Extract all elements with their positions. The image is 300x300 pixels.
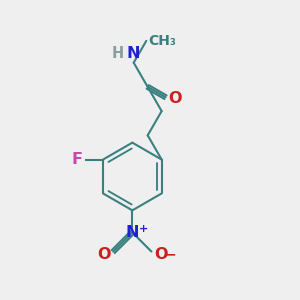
Text: −: − bbox=[165, 248, 176, 262]
Text: H: H bbox=[111, 46, 123, 61]
Text: F: F bbox=[71, 152, 82, 167]
Text: O: O bbox=[169, 91, 182, 106]
Text: N: N bbox=[127, 46, 140, 61]
Text: CH₃: CH₃ bbox=[148, 34, 176, 48]
Text: +: + bbox=[139, 224, 148, 234]
Text: N: N bbox=[126, 225, 139, 240]
Text: O: O bbox=[154, 247, 168, 262]
Text: O: O bbox=[97, 247, 110, 262]
